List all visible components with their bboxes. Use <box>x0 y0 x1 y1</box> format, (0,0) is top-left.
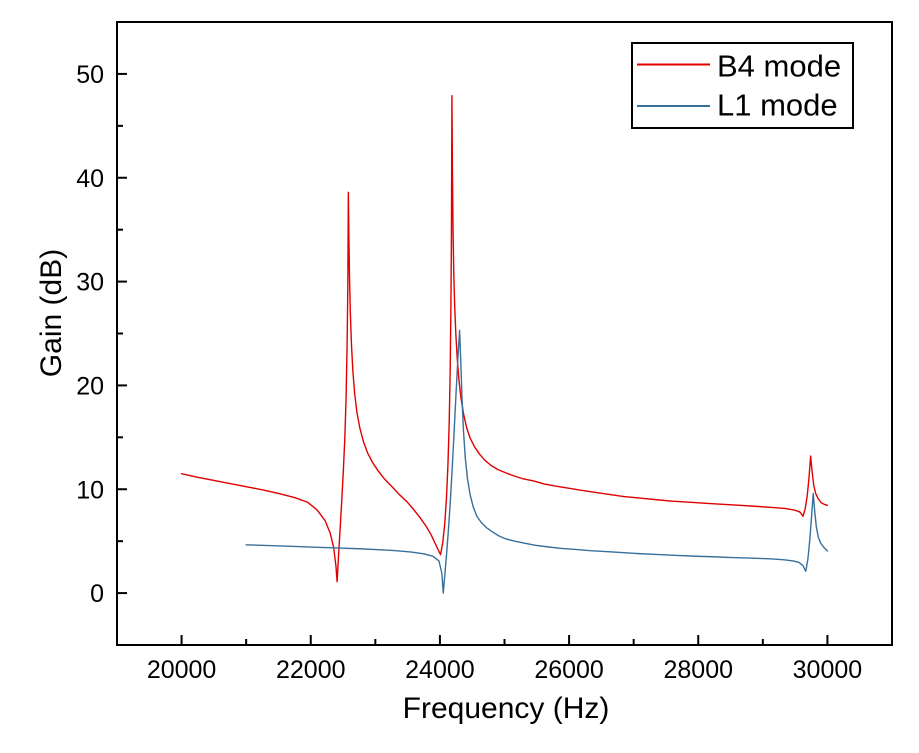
x-tick-label-30000: 30000 <box>793 656 863 684</box>
legend-label-l1-mode: L1 mode <box>717 88 838 123</box>
x-tick-label-26000: 26000 <box>534 656 604 684</box>
y-tick-label-20: 20 <box>76 372 104 400</box>
series-line-b4-mode <box>180 95 829 583</box>
plot-frame <box>116 21 893 646</box>
y-axis-title: Gain (dB) <box>35 249 68 377</box>
axis-ticks <box>118 72 829 644</box>
x-tick-label-24000: 24000 <box>405 656 475 684</box>
legend-label-b4-mode: B4 mode <box>717 49 841 84</box>
y-tick-label-30: 30 <box>76 269 104 297</box>
series-line-l1-mode <box>245 329 829 594</box>
data-series-group <box>180 95 829 594</box>
x-tick-label-28000: 28000 <box>663 656 733 684</box>
legend-box <box>631 42 854 129</box>
x-axis-title: Frequency (Hz) <box>403 692 610 725</box>
axis-tick-labels: 20000 22000 24000 26000 28000 30000 0 10 20 30 40 5… <box>76 61 862 684</box>
x-tick-label-22000: 22000 <box>276 656 346 684</box>
y-tick-label-10: 10 <box>76 476 104 504</box>
y-tick-label-40: 40 <box>76 165 104 193</box>
y-tick-label-50: 50 <box>76 61 104 89</box>
x-tick-label-20000: 20000 <box>147 656 217 684</box>
legend: B4 mode L1 mode <box>631 42 854 129</box>
y-tick-label-0: 0 <box>90 580 104 608</box>
